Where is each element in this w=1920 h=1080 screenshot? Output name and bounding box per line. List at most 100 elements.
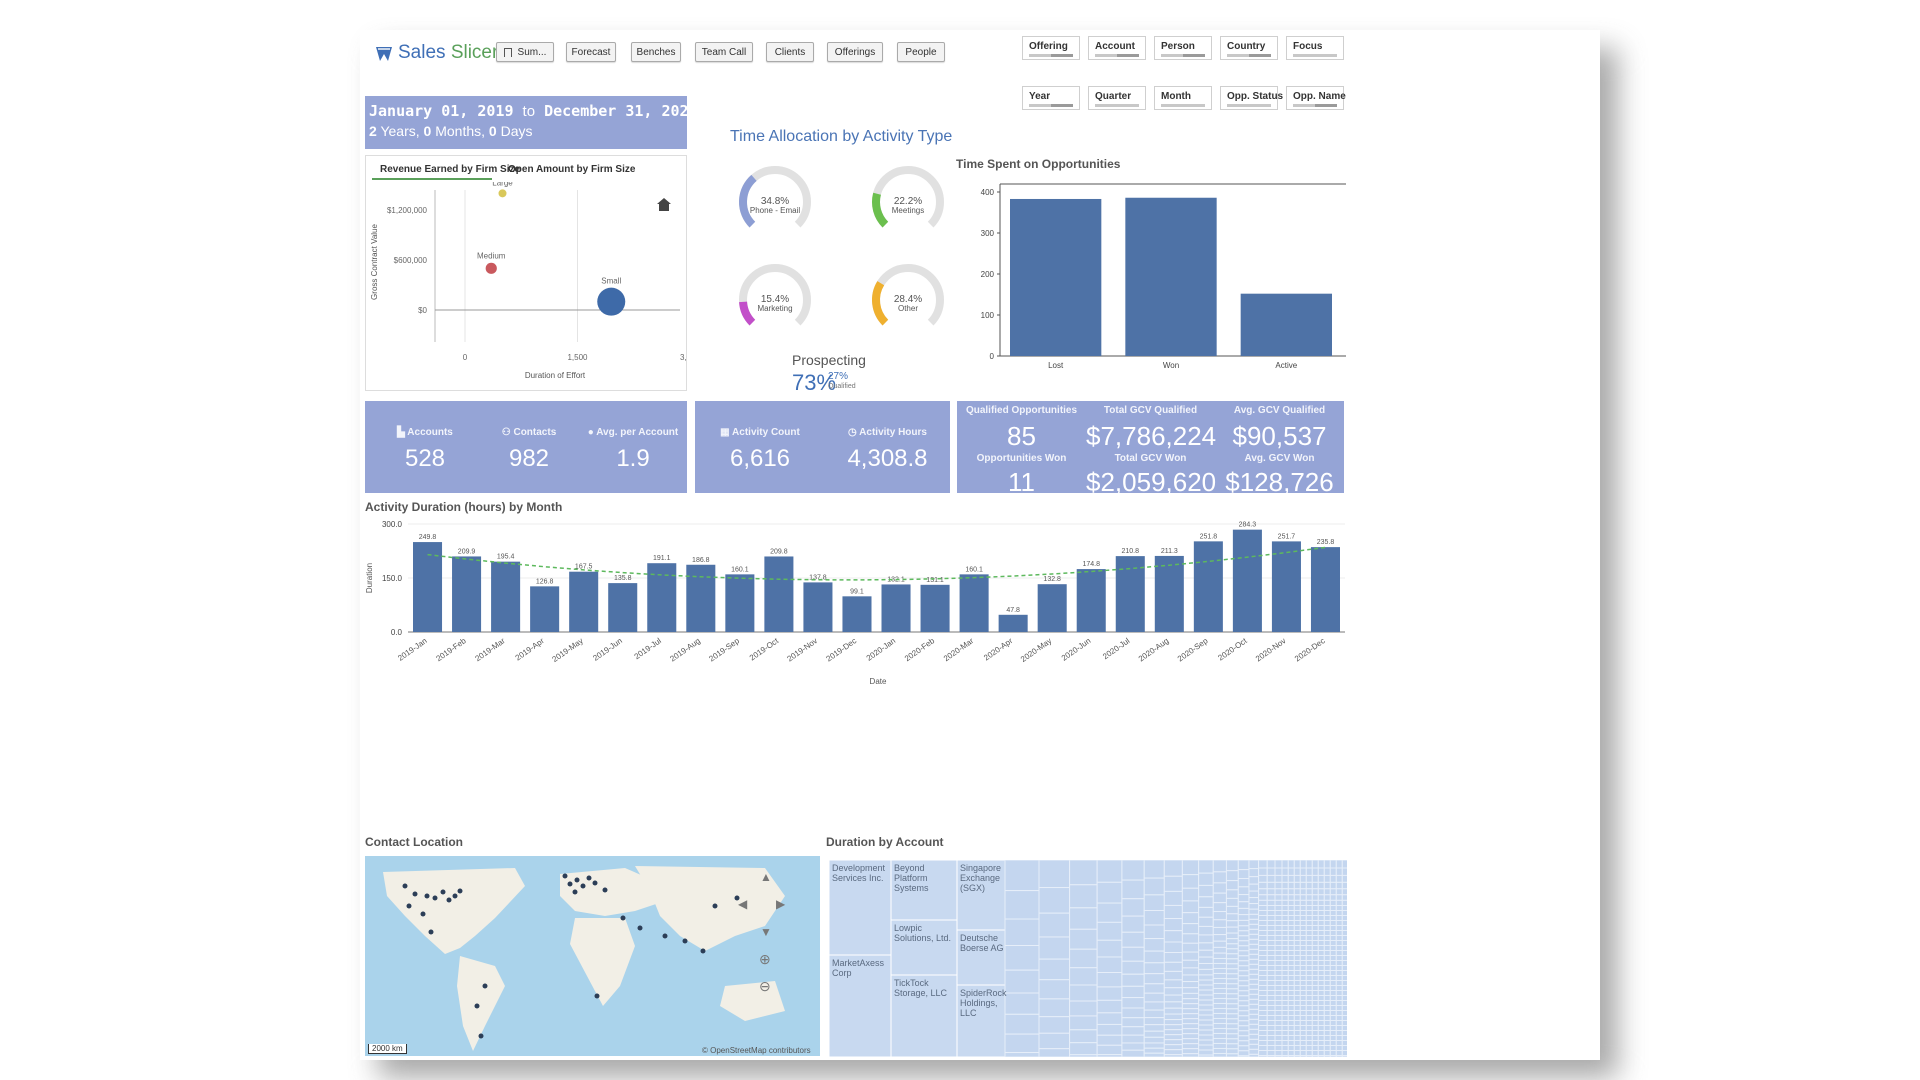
treemap-cell <box>1121 1049 1145 1057</box>
nav-button-summary[interactable]: Sum... <box>496 42 554 62</box>
treemap-cell <box>1143 1024 1165 1032</box>
treemap-cell <box>1281 1020 1289 1027</box>
treemap-cell <box>1311 940 1319 947</box>
x-tick-label: 2020-Aug <box>1137 636 1171 663</box>
opportunity-bar <box>1010 198 1102 356</box>
prospecting-pct: 73% <box>792 370 837 395</box>
treemap-cell <box>1311 985 1319 992</box>
treemap-cell <box>1299 945 1307 952</box>
treemap-cell <box>1341 990 1347 997</box>
treemap-cell <box>1225 1033 1239 1040</box>
pan-down-icon[interactable]: ▼ <box>760 925 772 939</box>
prospecting-label: Prospecting <box>792 352 866 368</box>
treemap-cell <box>1293 955 1301 962</box>
treemap-grid <box>829 860 1347 1057</box>
treemap-cell <box>1258 874 1268 883</box>
treemap-cell <box>1237 990 1250 997</box>
treemap-cell <box>1248 1038 1260 1045</box>
bar-value-label: 47.8 <box>1006 607 1020 614</box>
treemap-cell <box>1341 905 1347 912</box>
map-attribution[interactable]: © OpenStreetMap contributors <box>702 1046 811 1055</box>
treemap-cell <box>1287 1050 1295 1057</box>
bookmark-icon <box>503 47 512 57</box>
pan-up-icon[interactable]: ▲ <box>760 870 772 884</box>
treemap-cell <box>1237 950 1250 957</box>
filter-opp-name[interactable]: Opp. Name <box>1286 86 1346 110</box>
treemap-cell <box>1323 915 1331 922</box>
treemap-cell <box>1258 995 1268 1002</box>
activity-duration-bar-chart: 300.0150.00.0DurationDate249.82019-Jan20… <box>365 520 1345 686</box>
treemap-cell <box>1317 1005 1325 1012</box>
treemap-cell <box>1329 935 1337 942</box>
treemap-cell <box>1287 910 1295 917</box>
tab-open-amount[interactable]: Open Amount by Firm Size <box>508 164 636 175</box>
treemap-cell <box>1335 930 1343 937</box>
nav-button-team-call[interactable]: Team Call <box>695 42 753 62</box>
treemap-cell <box>1323 1050 1331 1057</box>
treemap-cell <box>1237 995 1250 1002</box>
contact-location-title: Contact Location <box>365 835 463 849</box>
y-tick-label: $1,200,000 <box>387 206 428 215</box>
filter-opp-status[interactable]: Opp. Status <box>1220 86 1283 110</box>
treemap-cell <box>1299 867 1307 876</box>
month-bar <box>530 586 560 632</box>
filter-focus[interactable]: Focus <box>1286 36 1344 60</box>
bar-value-label: 249.8 <box>419 534 437 541</box>
treemap-cell <box>1317 940 1325 947</box>
pan-right-icon[interactable]: ▶ <box>776 897 786 911</box>
treemap-cell <box>1311 894 1319 901</box>
nav-button-benches[interactable]: Benches <box>631 42 681 62</box>
x-tick-label: 2020-Jan <box>865 636 897 663</box>
treemap-cell <box>1305 930 1313 937</box>
zoom-out-icon[interactable]: ⊖ <box>759 978 771 994</box>
treemap-cell <box>1237 1025 1250 1032</box>
scatter-point <box>597 287 626 316</box>
treemap-cell <box>1237 925 1250 932</box>
treemap-cell <box>1237 869 1250 880</box>
treemap-cell <box>1305 940 1313 947</box>
treemap-cell <box>1258 975 1268 982</box>
treemap-cell <box>1248 948 1260 955</box>
nav-button-people[interactable]: People <box>897 42 945 62</box>
treemap-cell <box>1274 1045 1283 1052</box>
filter-person[interactable]: Person <box>1154 36 1212 60</box>
treemap-cell <box>1323 1000 1331 1007</box>
filter-offering[interactable]: Offering <box>1022 36 1080 60</box>
treemap-cell <box>1317 888 1325 896</box>
gauge-fill <box>739 174 757 228</box>
kpi-activity-hours-value: 4,308.8 <box>847 445 928 472</box>
treemap-cell <box>1266 935 1276 942</box>
treemap-cell <box>1317 960 1325 967</box>
treemap-cell <box>1004 1033 1040 1054</box>
nav-button-offerings[interactable]: Offerings <box>827 42 883 62</box>
treemap-cell <box>1323 935 1331 942</box>
treemap-cell <box>1212 1022 1227 1029</box>
nav-button-clients[interactable]: Clients <box>766 42 814 62</box>
treemap-cell <box>1258 965 1268 972</box>
date-start: January 01, 2019 <box>369 102 514 120</box>
treemap-cell <box>1299 860 1307 869</box>
filter-year[interactable]: Year <box>1022 86 1080 110</box>
treemap-cell <box>1212 1002 1227 1009</box>
contact-location-map[interactable]: ▲ ◀ ▶ ▼ ⊕ ⊖ <box>365 856 820 1056</box>
bar-value-label: 209.9 <box>458 548 476 555</box>
nav-button-forecast[interactable]: Forecast <box>566 42 616 62</box>
filter-quarter[interactable]: Quarter <box>1088 86 1146 110</box>
treemap-cell <box>1329 1040 1337 1047</box>
tab-revenue-earned[interactable]: Revenue Earned by Firm Size <box>380 164 521 175</box>
filter-country[interactable]: Country <box>1220 36 1278 60</box>
treemap-cell <box>1311 915 1319 922</box>
gauge-fill <box>872 192 889 228</box>
treemap-cell <box>1198 999 1214 1006</box>
filter-month[interactable]: Month <box>1154 86 1212 110</box>
treemap-cell <box>1323 990 1331 997</box>
kpi-contacts-label: ⚇ Contacts <box>489 427 569 438</box>
pan-left-icon[interactable]: ◀ <box>738 897 748 911</box>
treemap-cell <box>1181 1033 1200 1040</box>
zoom-in-icon[interactable]: ⊕ <box>759 951 771 967</box>
treemap-cell <box>1181 1028 1200 1035</box>
x-tick-label: 2020-Apr <box>982 636 1014 662</box>
filter-account[interactable]: Account <box>1088 36 1146 60</box>
gauge-label: Phone - Email <box>750 206 800 215</box>
treemap-cell <box>1293 899 1301 907</box>
